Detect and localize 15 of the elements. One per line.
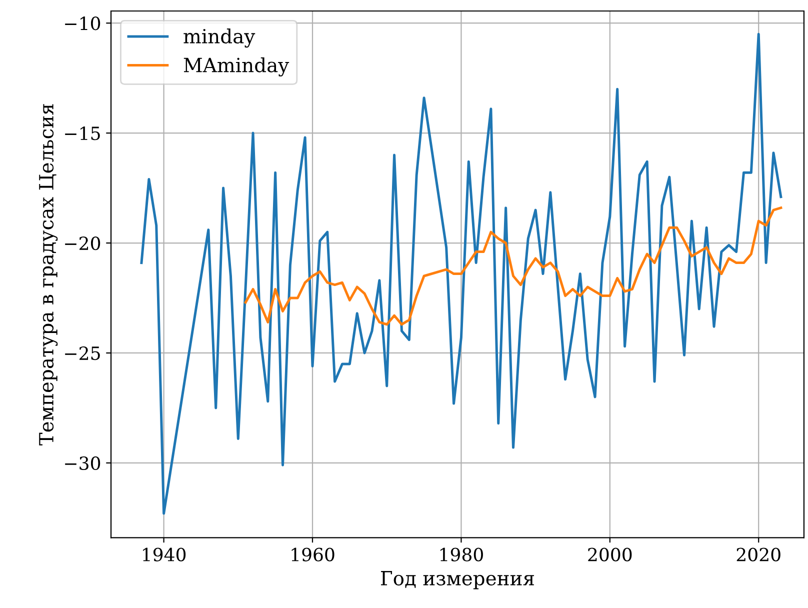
legend-label: MAminday [184,57,290,76]
y-axis-title: Температура в градусах Цельсия [39,104,58,446]
y-tick-label: −20 [65,236,100,250]
x-tick-label: 1940 [143,548,186,562]
y-tick-label: −30 [65,456,100,470]
y-tick-label: −10 [65,16,100,30]
x-tick-label: 2020 [736,548,780,562]
line-series [244,206,782,326]
x-tick-label: 1980 [440,548,483,562]
x-axis-title: Год измерения [381,571,534,590]
y-tick-label: −25 [65,346,100,360]
x-tick-label: 1960 [292,548,334,562]
x-tick-label: 2000 [588,548,632,562]
y-tick-label: −15 [65,126,100,140]
legend-label: minday [184,28,256,48]
